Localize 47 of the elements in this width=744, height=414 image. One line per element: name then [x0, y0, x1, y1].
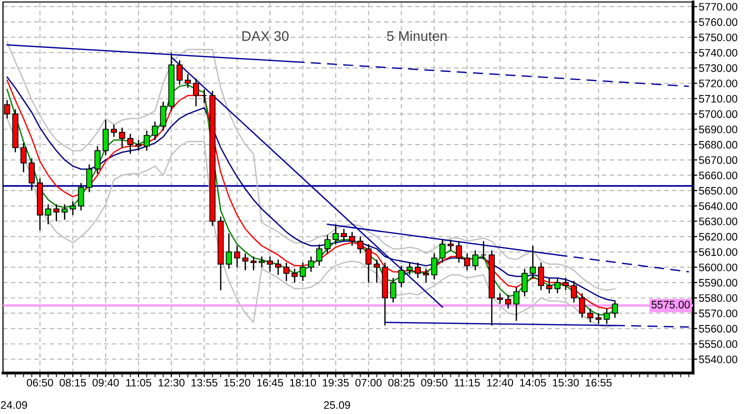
y-tick-label: 5610.00	[698, 248, 738, 256]
y-tick-label: 5540.00	[698, 356, 738, 364]
y-tick-label: 5630.00	[698, 218, 738, 226]
y-tick-label: 5590.00	[698, 278, 738, 287]
ref-line-label: 5575.00	[652, 300, 690, 308]
y-tick-label: 5740.00	[698, 48, 738, 57]
text: 25.09	[324, 401, 350, 409]
y-tick-label: 5660.00	[698, 172, 738, 180]
x-tick-label: 14:05	[520, 378, 546, 387]
y-tick-label: 5730.00	[698, 64, 738, 72]
text: 24.09	[0, 401, 28, 409]
x-tick-label: 13:55	[192, 378, 218, 387]
x-tick-label: 08:15	[60, 378, 86, 387]
x-tick-label: 07:00	[355, 378, 382, 387]
y-tick-label: 5570.00	[698, 310, 738, 318]
x-tick-label: 15:20	[224, 378, 250, 387]
y-tick-label: 5580.00	[698, 294, 738, 302]
y-tick-label: 5550.00	[698, 340, 738, 348]
y-tick-label: 5760.00	[698, 18, 738, 26]
x-tick-label: 11:05	[126, 378, 152, 387]
x-tick-label: 15:30	[552, 378, 579, 387]
x-tick-label: 12:40	[487, 378, 514, 387]
x-tick-label: 08:25	[388, 378, 414, 387]
y-tick-label: 5560.00	[698, 324, 738, 333]
y-tick-label: 5670.00	[698, 156, 738, 164]
y-tick-label: 5720.00	[698, 80, 738, 88]
x-tick-label: 12:30	[158, 378, 185, 387]
x-tick-label: 16:55	[586, 378, 612, 387]
x-tick-label: 06:50	[26, 378, 54, 387]
x-tick-label: 11:15	[454, 378, 480, 387]
y-tick-label: 5690.00	[698, 126, 738, 134]
x-tick-label: 09:50	[421, 378, 448, 387]
y-tick-label: 5710.00	[698, 94, 738, 103]
text: DAX 30	[242, 31, 289, 41]
x-tick-label: 09:40	[92, 378, 119, 387]
y-tick-label: 5600.00	[698, 264, 738, 272]
x-tick-label: 19:35	[322, 378, 349, 387]
y-tick-label: 5750.00	[698, 34, 738, 42]
y-tick-label: 5650.00	[698, 186, 738, 195]
y-tick-label: 5700.00	[698, 110, 738, 118]
text: 5 Minuten	[387, 30, 447, 41]
y-tick-label: 5640.00	[698, 202, 738, 210]
y-tick-label: 5770.00	[698, 2, 738, 11]
y-tick-label: 5680.00	[698, 140, 738, 149]
x-tick-label: 18:10	[290, 378, 316, 387]
x-tick-label: 16:45	[257, 378, 284, 387]
y-tick-label: 5620.00	[698, 232, 738, 241]
